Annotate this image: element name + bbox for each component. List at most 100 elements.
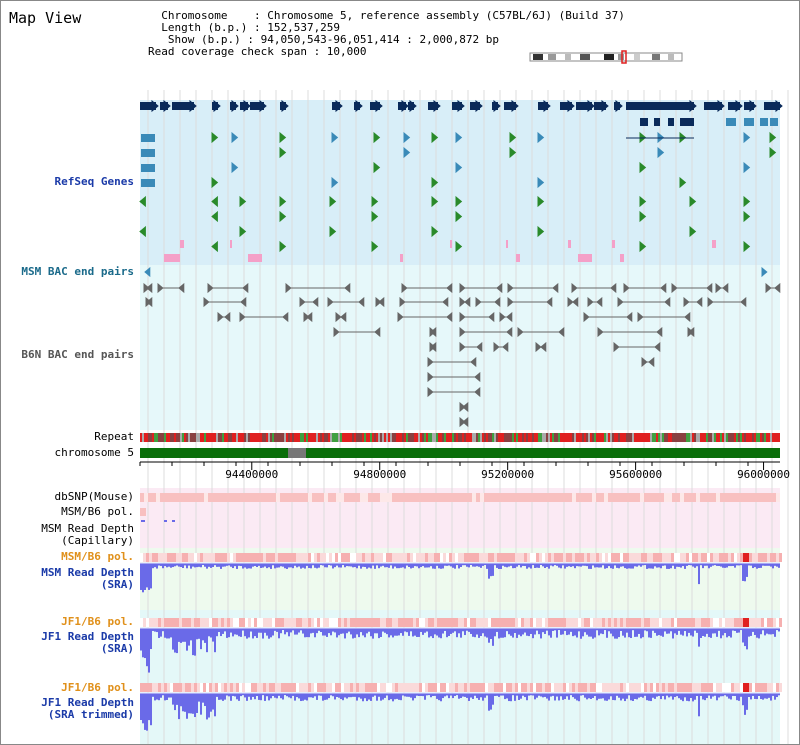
gene-arrow [571,282,578,294]
jf1-trim-depth-bar [594,693,596,697]
msm-depth-bar [310,563,312,569]
jf1-trim-depth-bar [518,693,520,700]
polymorphism-segment [248,683,251,692]
gene-arrow [683,296,690,308]
jf1-trim-depth-bar [334,693,336,700]
dbsnp-segment [188,493,192,502]
jf1-b6-pol-label-2[interactable]: JF1/B6 pol. [61,681,134,694]
jf1-depth-bar [378,628,380,639]
polymorphism-segment [149,553,152,562]
polymorphism-segment [680,553,683,562]
jf1-depth-bar [760,628,762,635]
msm-depth-bar [380,563,382,567]
gene-arrow [211,131,219,144]
chromosome-ideogram[interactable] [529,50,683,64]
jf1-depth-trim-label[interactable]: JF1 Read Depth (SRA trimmed) [41,696,134,721]
polymorphism-segment [266,683,269,692]
jf1-depth-bar [526,628,528,636]
msm-depth-bar [216,563,218,567]
jf1-depth-bar [210,628,212,638]
polymorphism-segment [152,683,155,692]
polymorphism-segment [365,553,368,562]
gene-arrow [506,326,513,338]
polymorphism-segment [479,553,482,562]
polymorphism-segment [449,683,452,692]
jf1-trim-depth-bar [618,693,620,698]
polymorphism-segment [305,618,308,627]
gene-arrow [375,99,383,113]
dbsnp-label[interactable]: dbSNP(Mouse) [54,490,134,503]
polymorphism-segment [755,553,758,562]
gene-arrow [430,326,437,338]
polymorphism-segment [353,618,356,627]
gene-arrow [715,282,722,294]
repeat-segment [154,433,156,442]
repeat-segment [246,433,248,442]
repeat-segment [322,433,324,442]
jf1-trim-depth-bar [726,693,728,697]
repeat-segment [456,433,458,442]
jf1-b6-pol-label[interactable]: JF1/B6 pol. [61,615,134,628]
repeat-segment [252,433,254,442]
repeat-segment [664,433,666,442]
b6n-bac-label[interactable]: B6N BAC end pairs [21,348,134,361]
jf1-trim-depth-bar [574,693,576,699]
dbsnp-segment [200,493,204,502]
jf1-depth-bar [320,628,322,632]
dbsnp-segment [752,493,756,502]
polymorphism-segment [470,618,473,627]
msm-depth-bar [186,563,188,569]
polymorphism-segment [224,683,227,692]
repeat-segment [274,433,276,442]
msm-depth-bar [164,563,166,567]
jf1-depth-bar [398,628,400,636]
jf1-depth-bar [438,628,440,638]
polymorphism-segment [458,553,461,562]
jf1-depth-bar [568,628,570,635]
polymorphism-segment [230,618,233,627]
jf1-trim-depth-bar [454,693,456,696]
msm-depth-bar [696,563,698,567]
msm-depth-bar [720,563,722,567]
refseq-label[interactable]: RefSeq Genes [54,175,134,188]
msm-depth-bar [506,563,508,568]
jf1-depth-bar [588,628,590,637]
repeat-segment [602,433,604,442]
polymorphism-segment [377,553,380,562]
polymorphism-segment [725,683,728,692]
polymorphism-segment [233,683,236,692]
jf1-trim-depth-bar [500,693,502,696]
polymorphism-segment [503,553,506,562]
dbsnp-segment [616,493,620,502]
polymorphism-segment [218,618,221,627]
repeat-segment [212,433,214,442]
jf1-trim-depth-bar [336,693,338,697]
polymorphism-segment [440,618,443,627]
msm-depth-capillary-label[interactable]: MSM Read Depth (Capillary) [41,522,134,547]
msm-depth-bar [430,563,432,567]
gene-arrow [769,131,777,144]
repeat-segment [352,433,354,442]
polymorphism-segment [617,618,620,627]
polymorphism-segment [524,683,527,692]
msm-depth-bar [610,563,612,569]
msm-depth-sra-label[interactable]: MSM Read Depth (SRA) [41,566,134,591]
polymorphism-segment [671,553,674,562]
dbsnp-segment [320,493,324,502]
msm-depth-bar [256,563,258,567]
gene-arrow [240,296,247,308]
jf1-depth-bar [266,628,268,636]
polymorphism-segment [437,618,440,627]
jf1-depth-sra-label[interactable]: JF1 Read Depth (SRA) [41,630,134,655]
msm-depth-bar [352,563,354,568]
msm-bac-label[interactable]: MSM BAC end pairs [21,265,134,278]
info-line: Chromosome : Chromosome 5, reference ass… [148,9,625,22]
msm-b6-pol-label[interactable]: MSM/B6 pol. [61,505,134,518]
jf1-depth-bar [638,628,640,634]
repeat-segment [644,433,646,442]
jf1-trim-depth-bar [358,693,360,698]
msm-depth-bar [660,563,662,569]
repeat-segment [142,433,144,442]
msm-b6-pol-label-2[interactable]: MSM/B6 pol. [61,550,134,563]
